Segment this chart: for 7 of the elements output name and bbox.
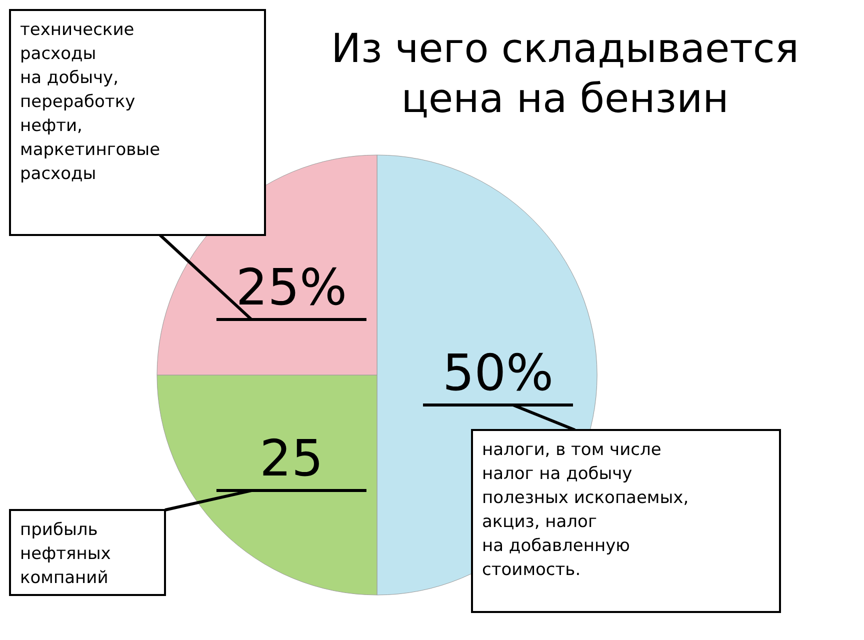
- slice-label: технические расходы на добычу, переработку нефти, маркетинговые расходы: [20, 20, 160, 184]
- text: Из чего складывается цена на бензин: [331, 26, 799, 122]
- data-label: 25%: [236, 258, 348, 316]
- data-label: 50%: [442, 344, 554, 402]
- slice-label: налоги, в том числе налог на добычу полезных ископаемых, акциз, налог на добавленную стоимость.: [482, 440, 689, 580]
- slice-label: прибыль нефтяных компаний: [20, 520, 111, 588]
- data-label: 25: [260, 430, 324, 488]
